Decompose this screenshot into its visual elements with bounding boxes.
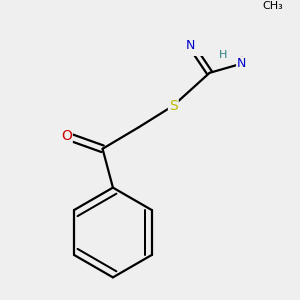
Text: S: S xyxy=(169,99,178,112)
Text: O: O xyxy=(61,129,72,143)
Text: H: H xyxy=(219,50,227,60)
Text: N: N xyxy=(186,39,196,52)
Text: CH₃: CH₃ xyxy=(262,1,283,10)
Text: N: N xyxy=(237,57,246,70)
